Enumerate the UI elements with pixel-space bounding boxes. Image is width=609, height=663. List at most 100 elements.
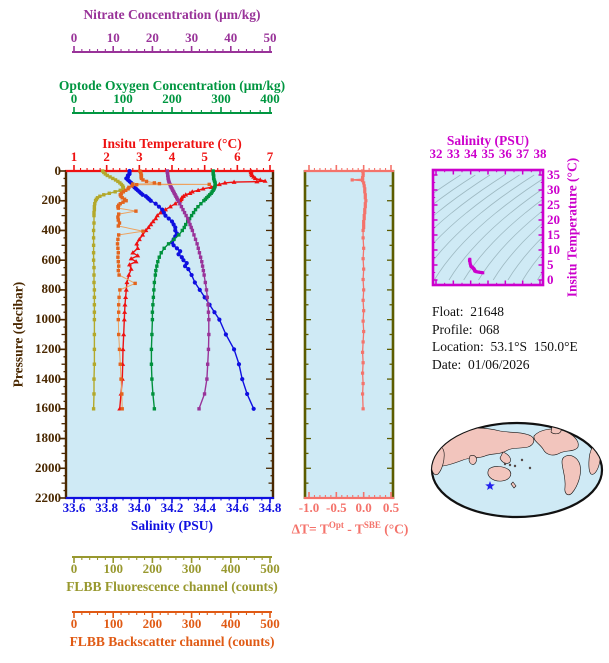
pressure-tick-label: 1000 bbox=[35, 311, 61, 327]
backscatter-axis-tick-label: 200 bbox=[142, 616, 163, 631]
ts-diagram bbox=[431, 168, 545, 287]
oxygen-axis-tick-label: 200 bbox=[162, 91, 182, 106]
salinity-tick-label: 34.0 bbox=[127, 500, 151, 515]
world-map bbox=[430, 421, 604, 519]
nitrate-axis-tick-label: 50 bbox=[263, 30, 277, 45]
backscatter-axis-tick-label: 0 bbox=[70, 616, 78, 631]
temperature-tick-label: 4 bbox=[168, 149, 176, 164]
pressure-tick-label: 200 bbox=[41, 192, 62, 208]
fluorescence-axis bbox=[72, 556, 272, 563]
salinity-tick-label: 34.8 bbox=[258, 500, 282, 515]
nitrate-axis-tick-label: 10 bbox=[106, 30, 120, 45]
fluorescence-axis-tick-label: 500 bbox=[260, 561, 280, 576]
fluorescence-axis-title: FLBB Fluorescence channel (counts) bbox=[66, 579, 278, 594]
oxygen-axis bbox=[72, 107, 272, 114]
temperature-tick-label: 3 bbox=[136, 149, 143, 164]
nitrate-axis-tick-label: 20 bbox=[145, 30, 159, 45]
salinity-tick-label: 34.4 bbox=[193, 500, 217, 515]
profile-row: Profile: 068 bbox=[432, 321, 500, 337]
nitrate-axis-tick-label: 0 bbox=[70, 30, 78, 45]
nitrate-axis-tick-label: 40 bbox=[224, 30, 238, 45]
ts-salinity-tick-label: 32 bbox=[429, 146, 443, 161]
fluorescence-axis-tick-label: 200 bbox=[142, 561, 163, 576]
float-id-row: Float: 21648 bbox=[432, 304, 505, 319]
ts-salinity-tick-label: 35 bbox=[481, 146, 495, 161]
float-location-star-marker bbox=[485, 481, 495, 490]
ts-curve bbox=[467, 257, 485, 275]
delta-t-curve bbox=[350, 169, 368, 411]
delta-t-tick-label: 0.5 bbox=[382, 500, 400, 515]
backscatter-axis bbox=[72, 611, 272, 618]
date-row: Date: 01/06/2026 bbox=[432, 356, 530, 372]
delta-t-panel bbox=[303, 165, 395, 500]
salinity-tick-label: 34.6 bbox=[225, 500, 249, 515]
profile-value: 068 bbox=[479, 321, 500, 337]
salinity-axis-title: Salinity (PSU) bbox=[130, 518, 214, 533]
oxygen-axis-tick-label: 0 bbox=[70, 91, 78, 106]
delta-t-axis-title: ΔT= TOpt - TSBE (°C) bbox=[291, 520, 409, 537]
fluorescence-axis-tick-label: 100 bbox=[103, 561, 123, 576]
fluorescence-axis-tick-label: 300 bbox=[181, 561, 202, 576]
pressure-tick-label: 2000 bbox=[35, 459, 61, 475]
pressure-tick-label: 2200 bbox=[35, 489, 61, 505]
salinity-tick-label: 33.8 bbox=[95, 500, 119, 515]
location-row: Location: 53.1°S 150.0°E bbox=[432, 339, 578, 354]
temperature-tick-label: 5 bbox=[201, 149, 208, 164]
ts-salinity-tick-label: 38 bbox=[533, 146, 547, 161]
pressure-tick-label: 0 bbox=[54, 162, 62, 178]
profile-curve-flbb-fluorescence-channel bbox=[91, 169, 126, 411]
oxygen-axis-tick-label: 300 bbox=[211, 91, 231, 106]
backscatter-axis-tick-label: 400 bbox=[221, 616, 241, 631]
ts-salinity-tick-label: 33 bbox=[446, 146, 460, 161]
temperature-tick-label: 7 bbox=[266, 149, 274, 164]
location-value: 53.1°S 150.0°E bbox=[490, 339, 578, 354]
oxygen-axis-title: Optode Oxygen Concentration (μm/kg) bbox=[58, 78, 286, 93]
pressure-tick-label: 400 bbox=[41, 221, 62, 237]
temperature-axis-title: Insitu Temperature (°C) bbox=[102, 136, 242, 151]
pressure-tick-label: 1200 bbox=[35, 340, 61, 356]
profile-curve-flbb-backscatter-channel bbox=[115, 169, 211, 411]
ts-temperature-tick-label: 0 bbox=[547, 271, 554, 287]
main-profile-plot bbox=[66, 171, 273, 498]
temperature-tick-label: 2 bbox=[103, 149, 110, 164]
delta-t-tick-label: 0.0 bbox=[355, 500, 372, 515]
delta-t-tick-label: -0.5 bbox=[326, 500, 347, 515]
salinity-tick-label: 34.2 bbox=[160, 500, 184, 515]
nitrate-axis bbox=[72, 46, 272, 53]
pressure-axis-title: Pressure (decibar) bbox=[10, 281, 26, 388]
fluorescence-axis-tick-label: 400 bbox=[221, 561, 241, 576]
oxygen-axis-tick-label: 400 bbox=[260, 91, 280, 106]
oxygen-axis-tick-label: 100 bbox=[113, 91, 133, 106]
ts-salinity-tick-label: 36 bbox=[498, 146, 512, 161]
map-landmasses bbox=[432, 425, 601, 496]
temperature-tick-label: 1 bbox=[70, 149, 78, 164]
delta-t-tick-label: -1.0 bbox=[298, 500, 320, 515]
nitrate-axis-title: Nitrate Concentration (μm/kg) bbox=[83, 7, 261, 22]
ts-salinity-tick-label: 37 bbox=[516, 146, 530, 161]
ts-temperature-tick-label: 15 bbox=[547, 226, 560, 242]
ts-temperature-tick-label: 30 bbox=[547, 181, 560, 197]
ts-temperature-tick-label: 10 bbox=[547, 241, 560, 257]
ts-temperature-tick-label: 5 bbox=[547, 256, 554, 272]
isopycnal-contours bbox=[433, 174, 543, 281]
nitrate-axis-tick-label: 30 bbox=[185, 30, 199, 45]
pressure-tick-label: 1600 bbox=[35, 400, 61, 416]
ts-temperature-tick-label: 25 bbox=[547, 196, 560, 212]
ts-temperature-tick-label: 20 bbox=[547, 211, 560, 227]
profile-curve-optode-oxygen-concentration bbox=[149, 169, 217, 411]
float-info: Float: 21648 Profile: 068 Location: 53.1… bbox=[432, 303, 578, 373]
float-id-value: 21648 bbox=[470, 304, 505, 319]
backscatter-axis-title: FLBB Backscatter channel (counts) bbox=[69, 634, 275, 649]
main-plot-frame bbox=[59, 165, 275, 503]
ts-salinity-title: Salinity (PSU) bbox=[446, 133, 530, 148]
date-value: 01/06/2026 bbox=[468, 356, 530, 372]
fluorescence-axis-tick-label: 0 bbox=[70, 561, 78, 576]
pressure-tick-label: 600 bbox=[41, 251, 62, 267]
pressure-tick-label: 1400 bbox=[35, 370, 61, 386]
ts-temperature-tick-label: 35 bbox=[547, 166, 560, 182]
salinity-tick-label: 33.6 bbox=[62, 500, 86, 515]
temperature-tick-label: 6 bbox=[234, 149, 241, 164]
backscatter-axis-tick-label: 300 bbox=[181, 616, 202, 631]
